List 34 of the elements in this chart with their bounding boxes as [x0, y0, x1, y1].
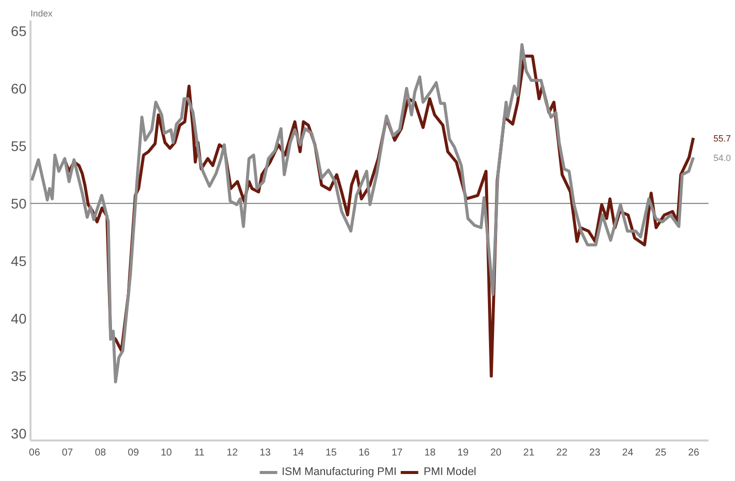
x-tick-label: 25 [655, 448, 667, 458]
y-tick-label: 65 [10, 22, 27, 39]
y-tick-label: 45 [10, 252, 27, 269]
x-tick-label: 22 [556, 448, 568, 458]
x-tick-label: 16 [358, 448, 370, 458]
x-tick-label: 11 [194, 448, 205, 458]
x-tick-label: 10 [160, 448, 172, 458]
annotation: 54.0 [713, 152, 731, 163]
y-tick-label: 60 [10, 80, 27, 96]
x-tick-label: 14 [292, 448, 304, 458]
legend-label: ISM Manufacturing PMI [282, 466, 397, 478]
x-tick-label: 18 [424, 448, 436, 458]
x-tick-label: 21 [523, 448, 535, 458]
x-tick-label: 09 [128, 448, 140, 458]
annotation: 55.7 [713, 133, 731, 144]
x-tick-label: 13 [260, 448, 272, 458]
x-tick-label: 15 [326, 448, 338, 458]
y-axis-title: Index [30, 8, 54, 18]
x-tick-label: 07 [62, 448, 74, 458]
x-tick-label: 08 [94, 448, 106, 458]
y-tick-label: 50 [10, 195, 27, 212]
x-tick-label: 17 [391, 448, 404, 458]
y-tick-label: 35 [10, 368, 27, 384]
y-tick-label: 30 [10, 426, 27, 442]
x-tick-label: 19 [457, 448, 469, 458]
legend-label: PMI Model [424, 466, 476, 478]
x-tick-label: 20 [490, 448, 502, 458]
x-tick-label: 06 [28, 448, 40, 458]
x-tick-label: 23 [589, 448, 601, 458]
x-tick-label: 12 [226, 448, 238, 458]
x-tick-label: 24 [622, 448, 634, 458]
x-tick-label: 26 [688, 448, 700, 458]
y-tick-label: 55 [10, 138, 27, 154]
y-tick-label: 40 [10, 310, 27, 327]
